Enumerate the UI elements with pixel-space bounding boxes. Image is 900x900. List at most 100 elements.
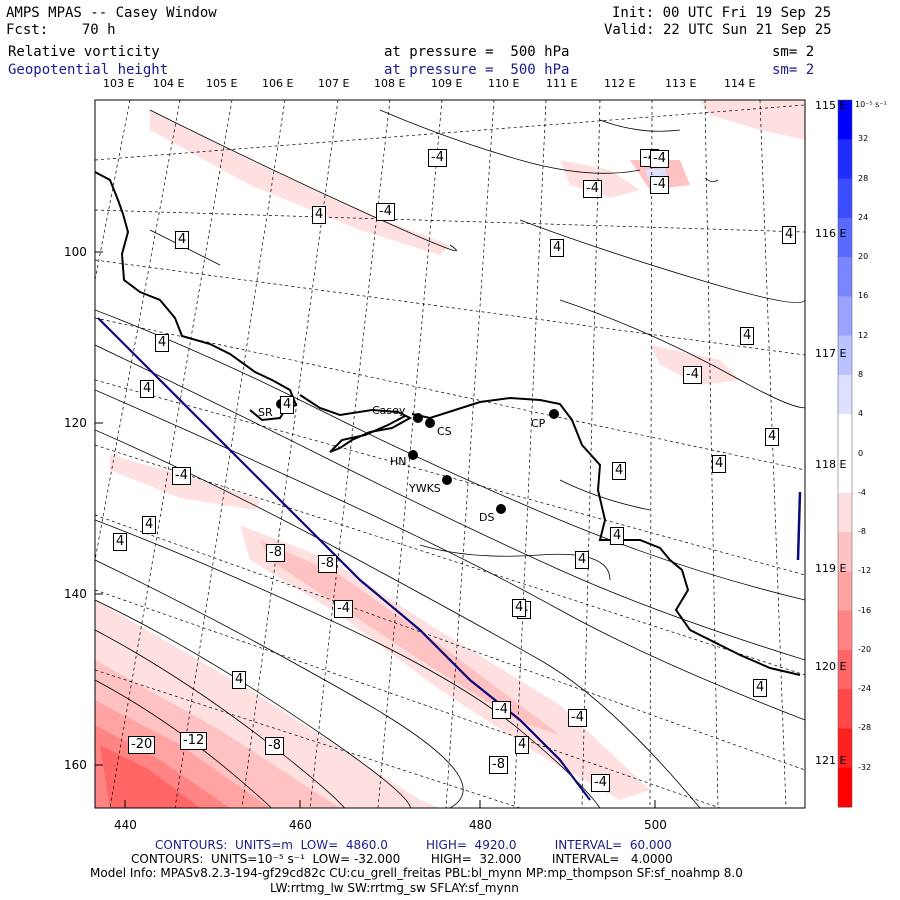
contour-value-label: -20 <box>128 736 156 754</box>
init-time: Init: 00 UTC Fri 19 Sep 25 <box>612 5 832 21</box>
y-tick-label: 160 <box>64 758 87 772</box>
station-dot-cs <box>425 418 435 428</box>
contour-value-label: -12 <box>180 732 208 750</box>
colorbar-tick-label: 4 <box>858 409 864 419</box>
station-dot-ds <box>496 504 506 514</box>
contour-value-label: -8 <box>318 555 337 573</box>
station-dot-ywks <box>442 475 452 485</box>
top-lon-label: 109 E <box>431 77 463 90</box>
colorbar-tick-label: 8 <box>858 369 864 379</box>
top-lon-label: 112 E <box>604 77 636 90</box>
contour-value-label: 4 <box>232 671 247 689</box>
field2-level: at pressure = 500 hPa <box>384 62 570 78</box>
colorbar-swatch <box>838 689 852 729</box>
field2-name: Geopotential height <box>8 62 169 78</box>
contour-value-label: 4 <box>753 679 768 697</box>
right-lon-label: 117 E <box>815 347 847 360</box>
x-tick-label: 500 <box>644 818 667 832</box>
right-lon-label: 121 E <box>815 754 847 767</box>
top-lon-label: 104 E <box>153 77 185 90</box>
top-lon-label: 113 E <box>665 77 697 90</box>
contour-value-label: -4 <box>650 150 669 168</box>
vort-band-sw-5 <box>100 745 200 808</box>
colorbar-tick-label: -24 <box>858 684 872 694</box>
plot-title: AMPS MPAS -- Casey Window <box>6 5 217 21</box>
vort-patch-e <box>650 345 740 385</box>
colorbar-swatch <box>838 453 852 494</box>
station-dot-cp <box>549 409 559 419</box>
station-label-casey: Casey <box>372 404 406 417</box>
field1-level: at pressure = 500 hPa <box>384 44 570 60</box>
footer-model-info: Model Info: MPASv8.2.3-194-gf29cd82c CU:… <box>90 866 743 880</box>
top-lon-label: 103 E <box>103 77 135 90</box>
contour-value-label: 4 <box>113 533 128 551</box>
contour-value-label: -4 <box>376 203 395 221</box>
colorbar-swatch <box>838 571 852 612</box>
colorbar-tick-label: -16 <box>858 605 872 615</box>
top-lon-label: 110 E <box>488 77 520 90</box>
vort-patch-ne <box>560 160 640 198</box>
colorbar-swatch <box>838 178 852 219</box>
contour-value-label: 4 <box>142 516 157 534</box>
station-label-cs: CS <box>437 425 452 438</box>
right-lon-label: 119 E <box>815 562 847 575</box>
colorbar-swatch <box>838 100 852 140</box>
x-tick-label: 440 <box>114 818 137 832</box>
colorbar-tick-label: 16 <box>858 291 869 301</box>
axis-ticks <box>95 251 656 808</box>
colorbar-swatch <box>838 532 852 572</box>
contour-value-label: -4 <box>568 709 587 727</box>
colorbar-frame <box>837 99 853 808</box>
right-lon-label: 116 E <box>815 227 847 240</box>
station-label-hn: HN <box>390 455 407 468</box>
colorbar-swatch <box>838 649 852 690</box>
colorbar-swatch <box>838 610 852 651</box>
colorbar-tick-label: 32 <box>858 134 869 144</box>
top-lon-label: 108 E <box>374 77 406 90</box>
valid-time: Valid: 22 UTC Sun 21 Sep 25 <box>604 22 832 38</box>
colorbar-tick-label: -4 <box>858 487 866 497</box>
contour-value-label: 4 <box>175 231 190 249</box>
contour-value-label: -4 <box>591 774 610 792</box>
contour-value-label: -8 <box>266 544 285 562</box>
contour-value-label: -4 <box>683 366 702 384</box>
contour-value-label: 4 <box>610 527 625 545</box>
contour-value-label: 4 <box>512 599 527 617</box>
contour-value-label: 4 <box>740 327 755 345</box>
contour-value-label: 4 <box>712 455 727 473</box>
contour-value-label: 4 <box>612 462 627 480</box>
forecast-hour: Fcst: 70 h <box>6 22 116 38</box>
colorbar-swatch <box>838 492 852 533</box>
contour-value-label: 4 <box>765 428 780 446</box>
map-fill-layer <box>95 100 805 808</box>
contour-value-label: 4 <box>280 396 295 414</box>
top-lon-label: 111 E <box>546 77 578 90</box>
x-tick-label: 460 <box>289 818 312 832</box>
y-tick-label: 140 <box>64 587 87 601</box>
colorbar-tick-label: 0 <box>858 448 864 458</box>
colorbar-swatch <box>838 374 852 415</box>
map-frame <box>94 99 806 809</box>
station-dot-hn <box>408 450 418 460</box>
colorbar-tick-label: -20 <box>858 644 872 654</box>
contour-value-label: -4 <box>583 180 602 198</box>
top-lon-label: 107 E <box>318 77 350 90</box>
contour-value-label: -4 <box>428 149 447 167</box>
contour-value-label: -4 <box>650 176 669 194</box>
contour-value-label: 4 <box>550 239 565 257</box>
colorbar-tick-label: 24 <box>858 212 869 222</box>
footer-height-contours: CONTOURS: UNITS=m LOW= 4860.0 HIGH= 4920… <box>155 838 672 852</box>
colorbar-tick-label: 20 <box>858 252 869 262</box>
contour-value-label: -4 <box>492 701 511 719</box>
vort-patch-ne-2 <box>700 100 805 140</box>
y-tick-label: 100 <box>64 245 87 259</box>
colorbar-swatch <box>838 767 852 808</box>
top-lon-label: 114 E <box>724 77 756 90</box>
contour-value-label: 4 <box>140 380 155 398</box>
colorbar-unit: 10⁻⁵ s⁻¹ <box>855 100 887 109</box>
contour-value-label: 4 <box>575 551 590 569</box>
colorbar-swatch <box>838 217 852 258</box>
geopotential-contour <box>97 317 591 801</box>
geopotential-contour-east <box>796 491 802 561</box>
